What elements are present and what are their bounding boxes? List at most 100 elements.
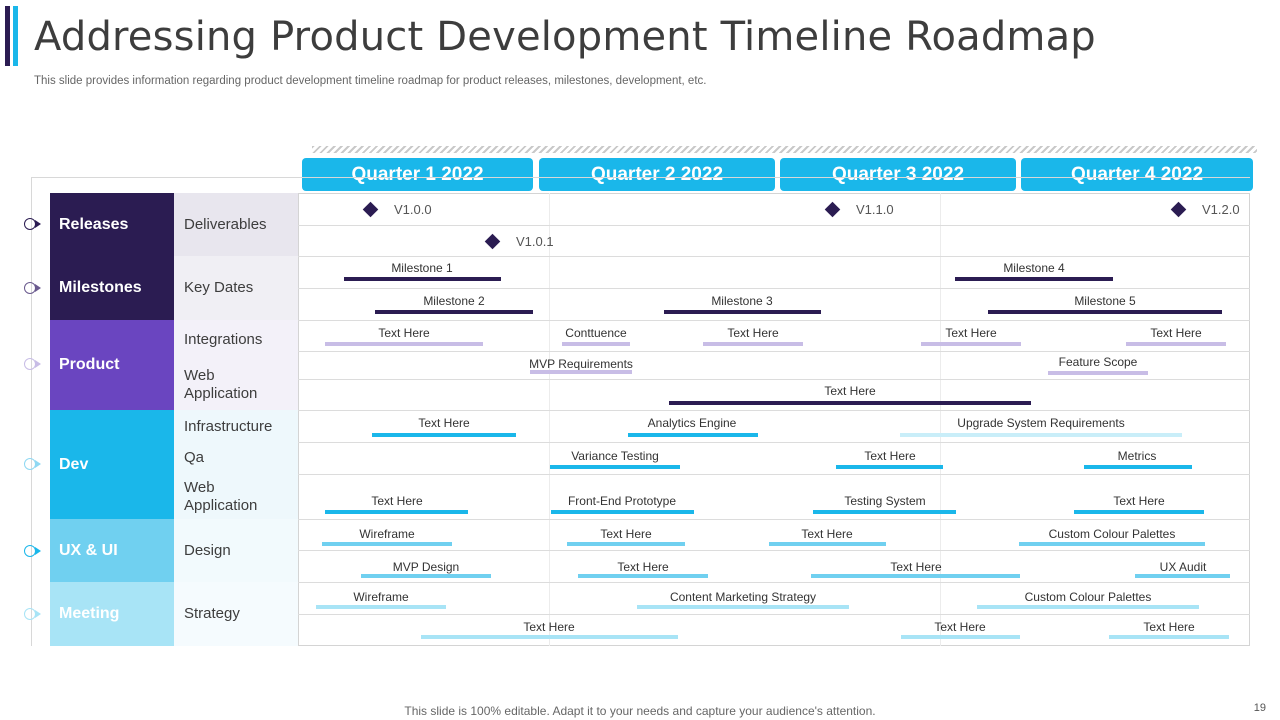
row-marker-icon-dev xyxy=(24,458,42,470)
task-bar xyxy=(1074,510,1204,514)
row-divider xyxy=(298,474,1250,475)
subcategory-qa: Qa xyxy=(184,449,205,466)
row-divider xyxy=(298,288,1250,289)
timeline-grid xyxy=(298,193,1250,646)
row-divider xyxy=(298,225,1250,226)
quarter-header-4: Quarter 4 2022 xyxy=(1021,158,1253,191)
task-bar xyxy=(900,433,1182,437)
task-label: Text Here xyxy=(934,620,986,634)
task-bar xyxy=(325,342,483,346)
subcategory-strategy: Strategy xyxy=(184,605,240,622)
subcategory-bg-releases xyxy=(174,193,298,256)
row-divider xyxy=(298,256,1250,257)
row-divider xyxy=(298,442,1250,443)
subcategory-web-application-product: Web Application xyxy=(184,367,258,402)
quarter-divider xyxy=(940,193,941,646)
task-bar xyxy=(637,605,849,609)
subcategory-key-dates: Key Dates xyxy=(184,279,254,296)
task-bar xyxy=(988,310,1222,314)
category-milestones: Milestones xyxy=(50,256,174,320)
task-label: Wireframe xyxy=(359,527,415,541)
task-bar xyxy=(1084,465,1192,469)
task-label: Feature Scope xyxy=(1058,355,1138,369)
task-label: Custom Colour Palettes xyxy=(1024,590,1152,604)
slide-title: Addressing Product Development Timeline … xyxy=(34,14,1096,60)
task-label: Analytics Engine xyxy=(647,416,737,430)
task-bar xyxy=(813,510,956,514)
task-label: Upgrade System Requirements xyxy=(957,416,1125,430)
subcategory-infrastructure: Infrastructure xyxy=(184,418,273,435)
task-label: Text Here xyxy=(378,326,430,340)
row-marker-icon-milestones xyxy=(24,282,42,294)
task-label: Milestone 3 xyxy=(711,294,773,308)
category-meeting: Meeting xyxy=(50,582,174,646)
task-label: Conttuence xyxy=(565,326,627,340)
task-bar xyxy=(1109,635,1229,639)
task-bar xyxy=(628,433,758,437)
row-marker-icon-releases xyxy=(24,218,42,230)
task-bar xyxy=(562,342,630,346)
roadmap-frame xyxy=(31,177,1250,646)
quarter-header-1: Quarter 1 2022 xyxy=(302,158,533,191)
task-label: Text Here xyxy=(418,416,470,430)
task-label: Text Here xyxy=(801,527,853,541)
task-label: Text Here xyxy=(1150,326,1202,340)
release-label: V1.0.1 xyxy=(516,234,554,249)
task-bar xyxy=(322,542,452,546)
task-label: UX Audit xyxy=(1159,560,1207,574)
subcategory-bg-dev xyxy=(174,410,298,519)
row-divider xyxy=(298,379,1250,380)
decorative-hatch-strip xyxy=(312,146,1257,153)
task-bar xyxy=(325,510,468,514)
task-bar xyxy=(669,401,1031,405)
subcategory-design: Design xyxy=(184,542,231,559)
task-label: Wireframe xyxy=(353,590,409,604)
task-bar xyxy=(811,574,1020,578)
task-label: Text Here xyxy=(1113,494,1165,508)
row-divider xyxy=(298,519,1250,520)
task-bar xyxy=(977,605,1199,609)
task-bar xyxy=(344,277,501,281)
task-bar xyxy=(530,370,632,374)
subcategory-bg-milestones xyxy=(174,256,298,320)
footer-note: This slide is 100% editable. Adapt it to… xyxy=(404,704,876,718)
category-dev: Dev xyxy=(50,410,174,519)
title-accent-bar-blue xyxy=(13,6,18,66)
release-label: V1.2.0 xyxy=(1202,202,1240,217)
task-bar xyxy=(1048,371,1148,375)
subcategory-web-application-dev: Web Application xyxy=(184,479,258,514)
subcategory-bg-meeting xyxy=(174,582,298,646)
task-label: Variance Testing xyxy=(571,449,659,463)
task-label: Text Here xyxy=(945,326,997,340)
task-label: Custom Colour Palettes xyxy=(1048,527,1176,541)
task-label: Text Here xyxy=(600,527,652,541)
task-label: Text Here xyxy=(371,494,423,508)
task-label: Text Here xyxy=(727,326,779,340)
row-divider xyxy=(298,410,1250,411)
task-label: Front-End Prototype xyxy=(567,494,677,508)
task-bar xyxy=(1019,542,1205,546)
category-releases: Releases xyxy=(50,193,174,256)
quarter-header-2: Quarter 2 2022 xyxy=(539,158,775,191)
release-label: V1.1.0 xyxy=(856,202,894,217)
task-bar xyxy=(578,574,708,578)
task-label: Content Marketing Strategy xyxy=(669,590,817,604)
task-label: Milestone 2 xyxy=(423,294,485,308)
task-label: Milestone 5 xyxy=(1074,294,1136,308)
task-bar xyxy=(664,310,821,314)
row-marker-icon-ux-ui xyxy=(24,545,42,557)
quarter-divider xyxy=(549,193,550,646)
subcategory-bg-product xyxy=(174,320,298,410)
row-marker-icon-product xyxy=(24,358,42,370)
task-label: MVP Requirements xyxy=(529,357,633,371)
task-bar xyxy=(567,542,685,546)
task-bar xyxy=(361,574,491,578)
row-divider xyxy=(298,351,1250,352)
task-bar xyxy=(1126,342,1226,346)
category-product: Product xyxy=(50,320,174,410)
task-label: Testing System xyxy=(844,494,926,508)
task-label: Text Here xyxy=(523,620,575,634)
task-bar xyxy=(551,510,694,514)
row-divider xyxy=(298,582,1250,583)
page-number: 19 xyxy=(1253,702,1266,714)
